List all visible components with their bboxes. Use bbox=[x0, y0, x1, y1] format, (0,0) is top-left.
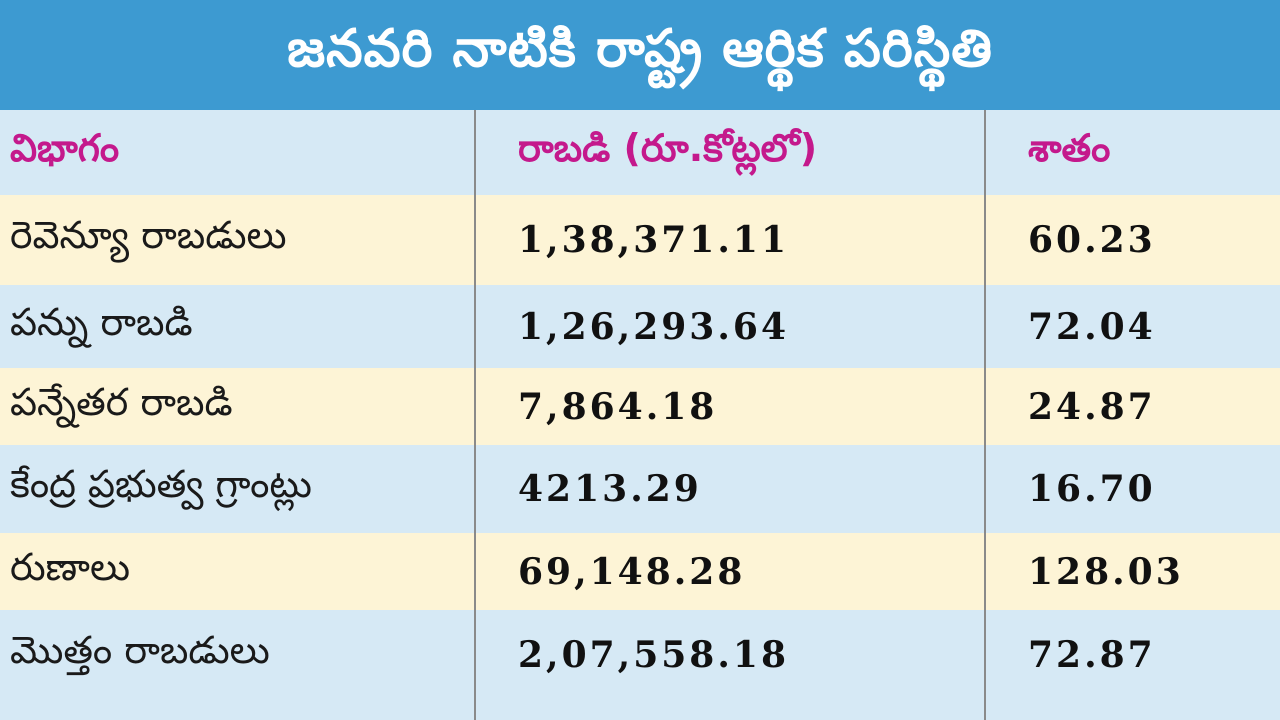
page-title: జనవరి నాటికి రాష్ట్ర ఆర్థిక పరిస్థితి bbox=[0, 0, 1280, 110]
column-header-amount: రాబడి (రూ.కోట్లలో) bbox=[518, 125, 818, 170]
row-percent: 128.03 bbox=[1028, 550, 1184, 593]
row-amount: 7,864.18 bbox=[518, 385, 718, 428]
table-row: పన్నేతర రాబడి 7,864.18 24.87 bbox=[0, 368, 1280, 445]
table-row: రుణాలు 69,148.28 128.03 bbox=[0, 533, 1280, 610]
row-amount: 2,07,558.18 bbox=[518, 634, 789, 676]
table-row: పన్ను రాబడి 1,26,293.64 72.04 bbox=[0, 285, 1280, 368]
column-divider bbox=[474, 110, 476, 720]
row-category: పన్ను రాబడి bbox=[10, 299, 193, 344]
row-category: రెవెన్యూ రాబడులు bbox=[10, 213, 287, 257]
table-row: రెవెన్యూ రాబడులు 1,38,371.11 60.23 bbox=[0, 195, 1280, 285]
column-header-percent: శాతం bbox=[1028, 125, 1111, 170]
column-header-category: విభాగం bbox=[10, 125, 120, 170]
row-category: రుణాలు bbox=[10, 544, 131, 589]
row-percent: 72.87 bbox=[1028, 634, 1156, 676]
row-category: కేంద్ర ప్రభుత్వ గ్రాంట్లు bbox=[10, 462, 312, 506]
row-category: పన్నేతర రాబడి bbox=[10, 379, 233, 424]
row-amount: 1,26,293.64 bbox=[518, 305, 789, 348]
row-amount: 69,148.28 bbox=[518, 550, 746, 593]
row-amount: 4213.29 bbox=[518, 468, 702, 510]
table-row: కేంద్ర ప్రభుత్వ గ్రాంట్లు 4213.29 16.70 bbox=[0, 445, 1280, 533]
column-divider bbox=[984, 110, 986, 720]
table-row: మొత్తం రాబడులు 2,07,558.18 72.87 bbox=[0, 610, 1280, 720]
row-amount: 1,38,371.11 bbox=[518, 219, 789, 261]
row-percent: 60.23 bbox=[1028, 219, 1156, 261]
finance-table: విభాగం రాబడి (రూ.కోట్లలో) శాతం రెవెన్యూ … bbox=[0, 110, 1280, 720]
row-percent: 16.70 bbox=[1028, 468, 1156, 510]
row-percent: 72.04 bbox=[1028, 305, 1156, 348]
row-percent: 24.87 bbox=[1028, 385, 1156, 428]
row-category: మొత్తం రాబడులు bbox=[10, 628, 270, 672]
table-header-row: విభాగం రాబడి (రూ.కోట్లలో) శాతం bbox=[0, 110, 1280, 195]
